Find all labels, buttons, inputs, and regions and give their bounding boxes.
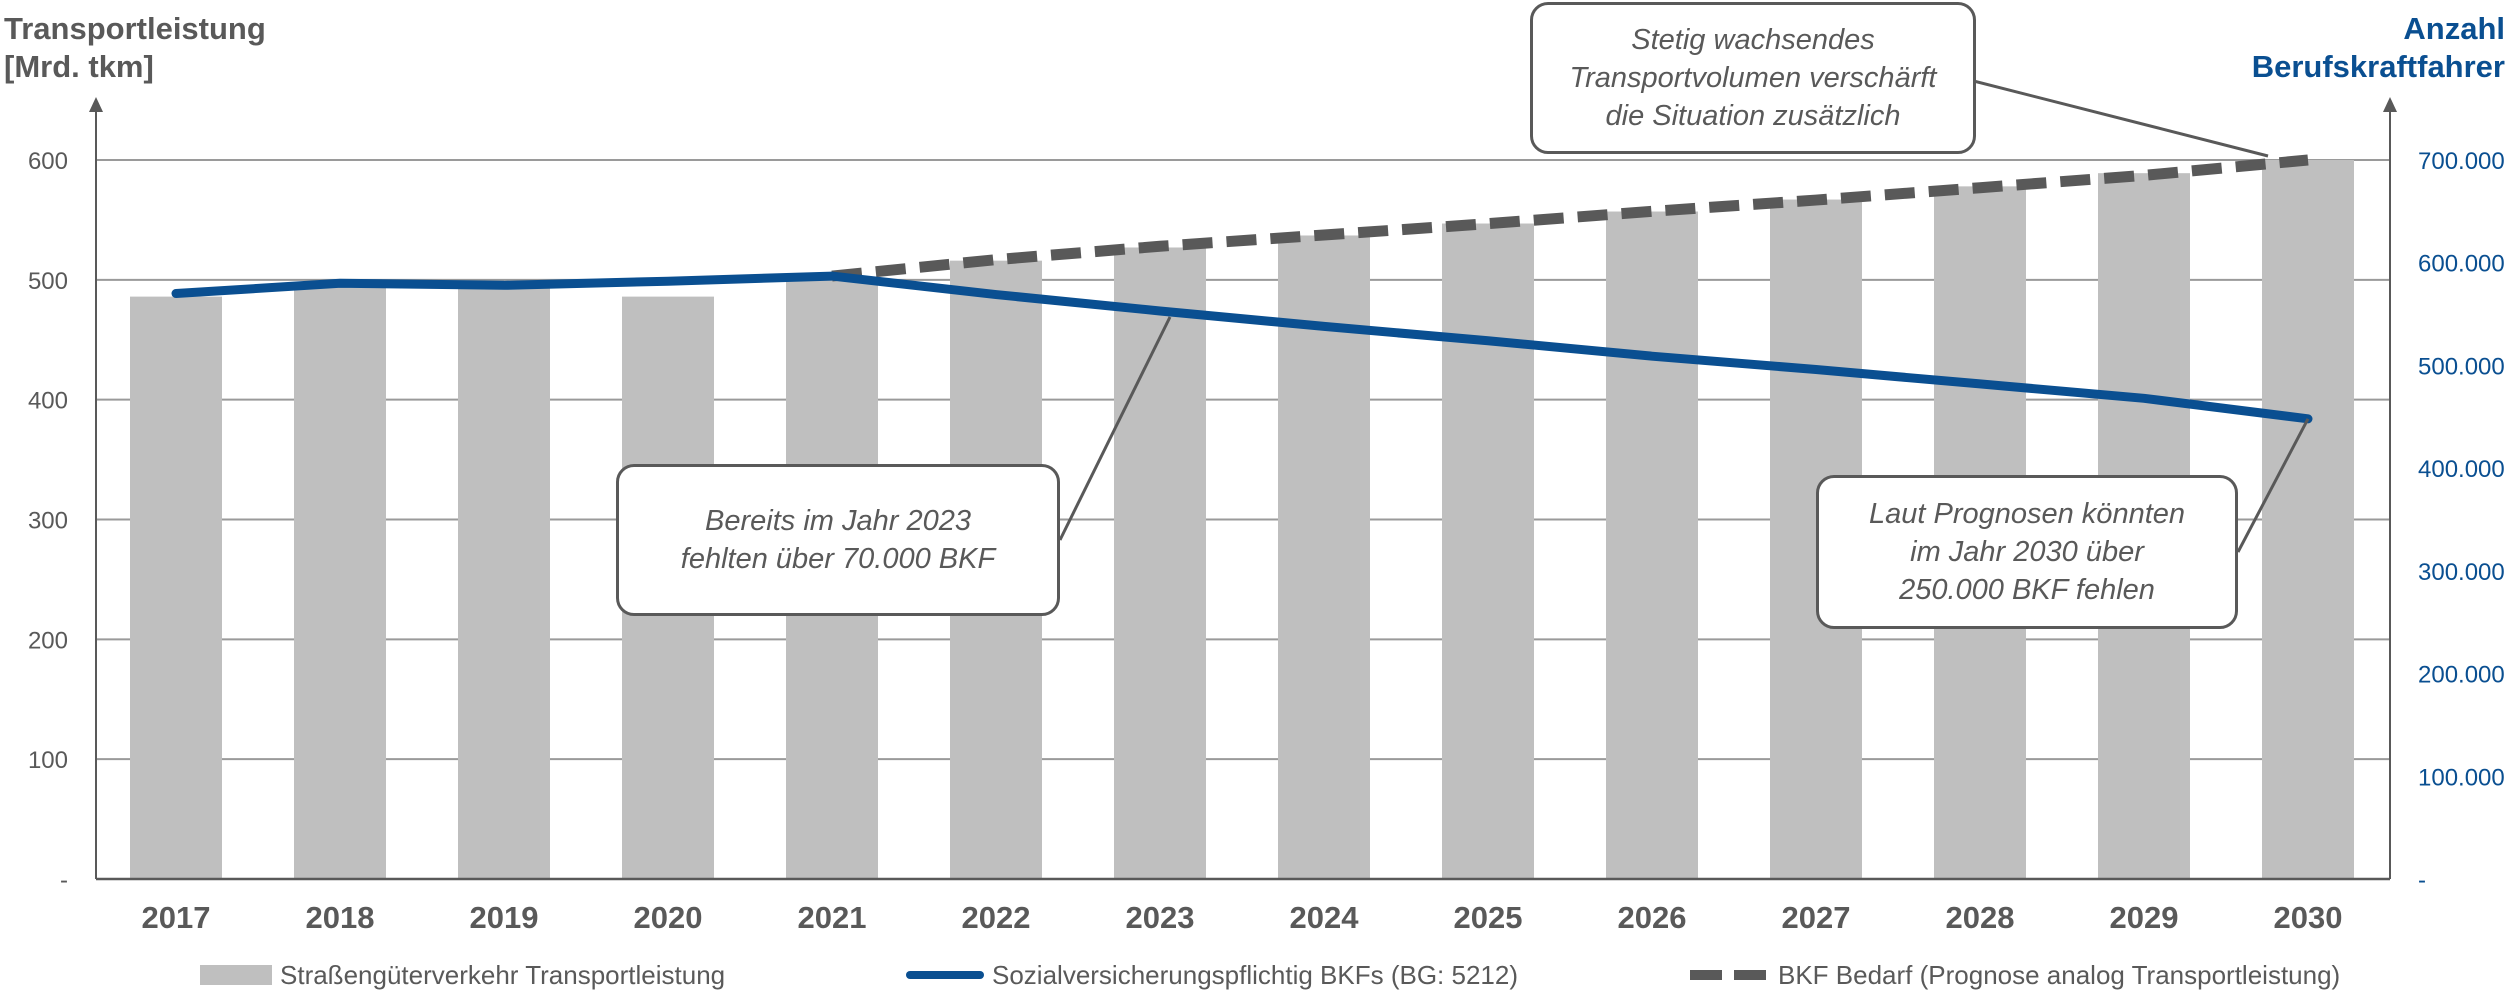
left-tick-label: -: [60, 867, 68, 894]
bar: [1442, 223, 1534, 880]
x-tick-label: 2017: [142, 900, 211, 935]
right-axis-ticks: - 100.000 200.000 300.000 400.000 500.000 600.…: [2418, 148, 2505, 894]
right-axis-title: Anzahl Berufskraftfahrer: [2252, 10, 2505, 86]
bar: [1114, 247, 1206, 879]
callout-shortage-2023: Bereits im Jahr 2023 fehlten über 70.000…: [616, 464, 1060, 616]
callout-forecast-2030: Laut Prognosen könnten im Jahr 2030 über…: [1816, 475, 2238, 629]
left-axis-title-line1: Transportleistung: [4, 11, 266, 46]
bar-series: [130, 160, 2354, 880]
right-tick-label: 700.000: [2418, 148, 2505, 175]
legend-item-bkf: Sozialversicherungspflichtig BKFs (BG: 5…: [906, 958, 1518, 992]
left-tick-label: 600: [28, 148, 68, 175]
left-axis-title: Transportleistung [Mrd. tkm]: [4, 10, 266, 86]
x-tick-label: 2022: [962, 900, 1031, 935]
left-axis-ticks: - 100 200 300 400 500 600: [28, 148, 68, 894]
line-series: [171, 154, 2313, 424]
x-tick-label: 2018: [306, 900, 375, 935]
axes: [89, 97, 2397, 881]
x-axis-ticks: 2017 2018 2019 2020 2021 2022 2023 2024 2025 2026…: [142, 900, 2343, 935]
x-tick-label: 2029: [2110, 900, 2179, 935]
callout-top-line3: die Situation zusätzlich: [1605, 100, 1901, 132]
callout-leaders: [1058, 74, 2310, 553]
callout-growing-volume: Stetig wachsendes Transportvolumen versc…: [1530, 2, 1976, 154]
right-tick-label: 500.000: [2418, 353, 2505, 380]
legend-swatch-bar: [200, 965, 272, 985]
right-tick-label: 600.000: [2418, 251, 2505, 278]
legend-item-transport: Straßengüterverkehr Transportleistung: [200, 958, 725, 992]
callout-mid-line1: Bereits im Jahr 2023: [705, 505, 971, 537]
leader-right: [2236, 418, 2310, 553]
callout-top-line1: Stetig wachsendes: [1631, 24, 1875, 56]
left-tick-label: 400: [28, 388, 68, 415]
left-tick-label: 500: [28, 268, 68, 295]
legend-swatch-dashed-line: [1690, 970, 1770, 980]
right-tick-label: 100.000: [2418, 764, 2505, 791]
bar: [130, 296, 222, 879]
x-tick-label: 2026: [1618, 900, 1687, 935]
bar: [2262, 160, 2354, 879]
bar: [1278, 235, 1370, 879]
legend-item-bkf-demand: BKF Bedarf (Prognose analog Transportlei…: [1690, 958, 2340, 992]
legend-label-bkf-demand: BKF Bedarf (Prognose analog Transportlei…: [1778, 959, 2341, 990]
right-axis-arrow: [2383, 97, 2397, 112]
right-axis-title-line1: Anzahl: [2403, 11, 2505, 46]
bar: [458, 285, 550, 879]
x-tick-label: 2020: [634, 900, 703, 935]
legend-label-bkf: Sozialversicherungspflichtig BKFs (BG: 5…: [992, 959, 1519, 990]
x-tick-label: 2023: [1126, 900, 1195, 935]
callout-right-line3: 250.000 BKF fehlen: [1899, 574, 2155, 606]
right-tick-label: 200.000: [2418, 662, 2505, 689]
x-tick-label: 2028: [1946, 900, 2015, 935]
right-tick-label: -: [2418, 867, 2426, 894]
legend-swatch-line: [906, 971, 984, 979]
grid-lines: [96, 159, 2390, 761]
x-tick-label: 2027: [1782, 900, 1851, 935]
left-axis-arrow: [89, 97, 103, 112]
x-tick-label: 2025: [1454, 900, 1523, 935]
bar: [1606, 211, 1698, 880]
bar: [294, 282, 386, 880]
x-tick-label: 2021: [798, 900, 867, 935]
right-axis-title-line2: Berufskraftfahrer: [2251, 49, 2505, 84]
callout-right-line1: Laut Prognosen könnten: [1868, 498, 2186, 530]
x-tick-label: 2030: [2274, 900, 2343, 935]
left-tick-label: 100: [28, 747, 68, 774]
left-axis-title-line2: [Mrd. tkm]: [4, 49, 154, 84]
x-tick-label: 2019: [470, 900, 539, 935]
left-tick-label: 300: [28, 508, 68, 535]
leader-mid: [1058, 316, 1172, 541]
left-tick-label: 200: [28, 627, 68, 654]
callout-right-line2: im Jahr 2030 über: [1910, 536, 2144, 568]
legend-label-transport: Straßengüterverkehr Transportleistung: [280, 959, 726, 990]
bkf-line: [171, 271, 2313, 424]
callout-top-line2: Transportvolumen verschärft: [1569, 62, 1937, 94]
bkf-demand-line: [831, 154, 2309, 282]
right-tick-label: 300.000: [2418, 559, 2505, 586]
right-tick-label: 400.000: [2418, 456, 2505, 483]
callout-mid-line2: fehlten über 70.000 BKF: [680, 543, 996, 575]
x-tick-label: 2024: [1290, 900, 1360, 935]
leader-top: [1953, 74, 2269, 158]
